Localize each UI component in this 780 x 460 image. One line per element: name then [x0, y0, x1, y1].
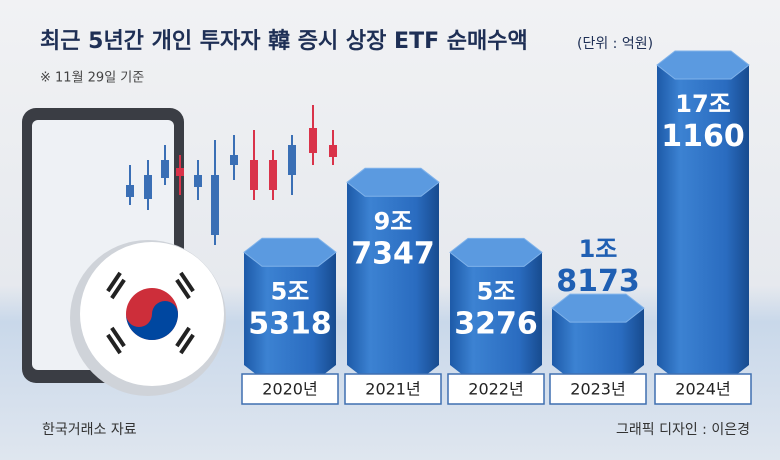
- value-label: 17조 1160: [661, 90, 745, 154]
- decoration: [22, 105, 337, 396]
- category-box: [654, 373, 752, 405]
- bar-body: [552, 308, 644, 379]
- bar: [346, 167, 440, 379]
- x-tick-label: 2021년: [365, 380, 420, 399]
- source: 한국거래소 자료: [42, 422, 137, 438]
- x-tick-label: 2024년: [675, 380, 730, 399]
- bar: [449, 237, 543, 379]
- bar-top: [656, 50, 750, 80]
- value-label: 1조 8173: [556, 235, 640, 299]
- value-label: 5조 3276: [454, 277, 538, 341]
- x-tick-label: 2023년: [570, 380, 625, 399]
- bar-top: [346, 167, 440, 197]
- bar-top: [449, 237, 543, 267]
- x-tick-label: 2022년: [468, 380, 523, 399]
- value-label: 5조 5318: [248, 277, 332, 341]
- bar-top: [243, 237, 337, 267]
- note: ※ 11월 29일 기준: [40, 71, 144, 86]
- category-box: [344, 373, 442, 405]
- category-box: [549, 373, 647, 405]
- bar-body: [450, 252, 542, 379]
- bar: [551, 293, 645, 379]
- unit-label: (단위 : 억원): [577, 36, 653, 52]
- bar-body: [244, 252, 336, 379]
- category-box: [447, 373, 545, 405]
- bar-body: [657, 65, 749, 379]
- bar-top: [551, 293, 645, 323]
- bar: [243, 237, 337, 379]
- bar-body: [347, 182, 439, 379]
- credit: 그래픽 디자인 : 이은경: [616, 422, 750, 438]
- category-box: [241, 373, 339, 405]
- chart-title: 최근 5년간 개인 투자자 韓 증시 상장 ETF 순매수액: [40, 28, 528, 54]
- bar: [656, 50, 750, 379]
- value-label: 9조 7347: [351, 207, 435, 271]
- x-tick-label: 2020년: [262, 380, 317, 399]
